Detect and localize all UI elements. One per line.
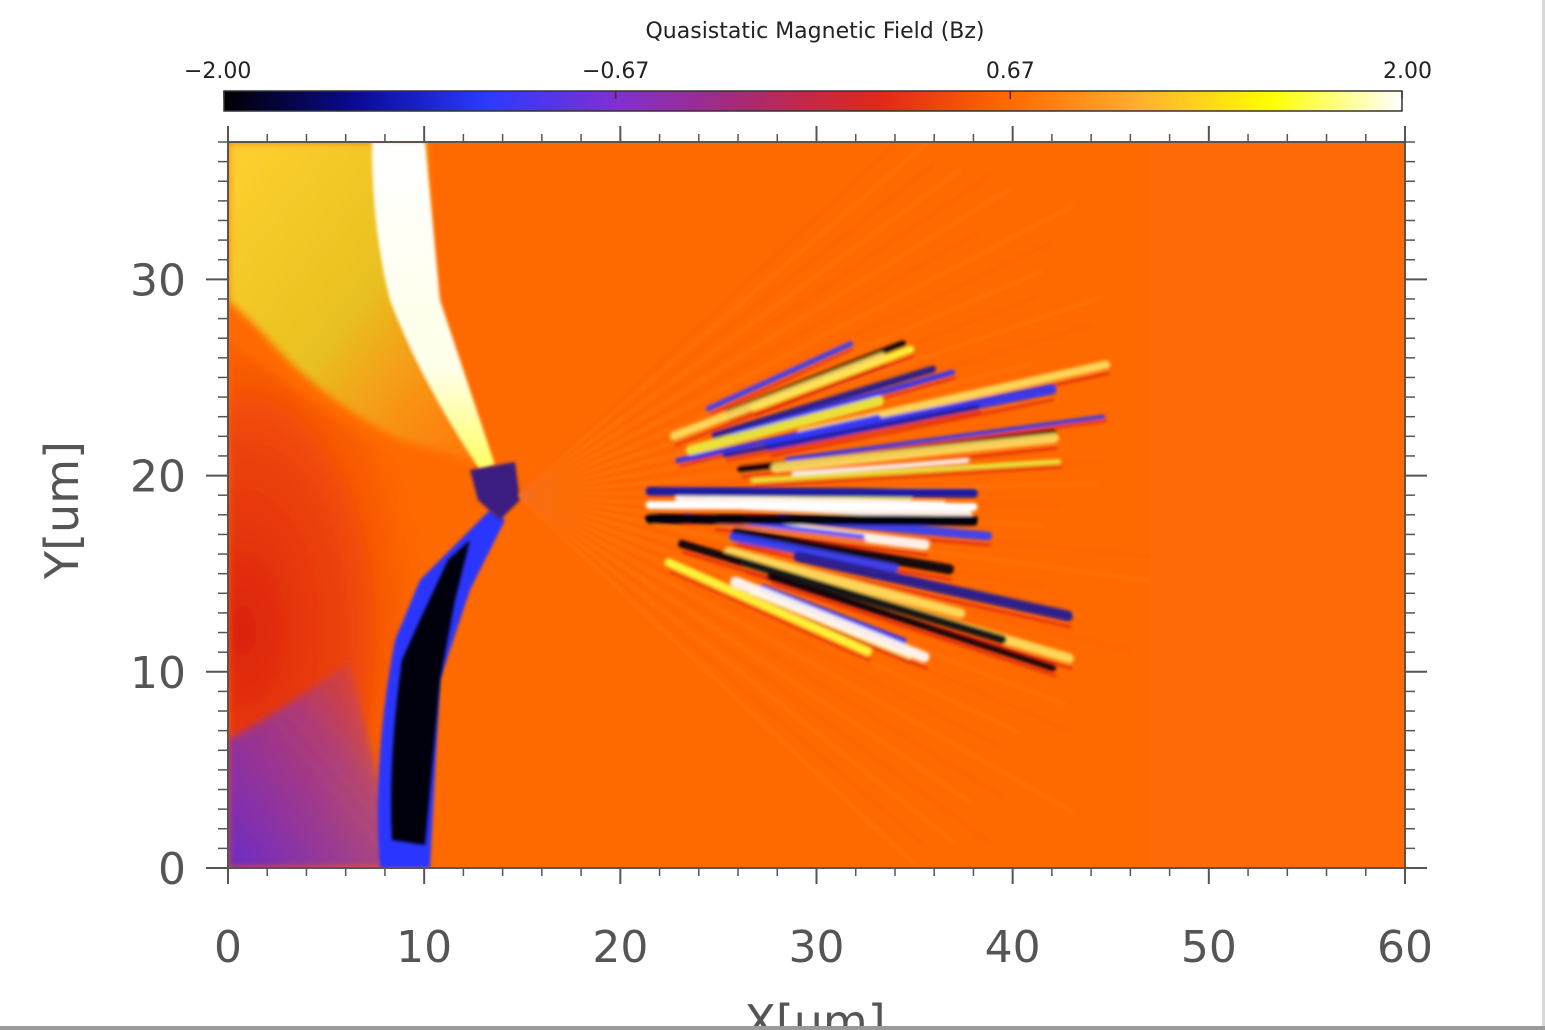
colorbar — [223, 90, 1403, 112]
filament — [669, 352, 887, 441]
filament-edge — [669, 569, 872, 662]
x-axis-label: X[um] — [744, 995, 885, 1030]
radial-ray — [517, 494, 920, 868]
central-jet — [645, 486, 978, 498]
filament — [767, 573, 1057, 672]
radial-ray — [518, 494, 1073, 813]
y-tick-label: 20 — [130, 452, 186, 503]
radial-ray — [518, 494, 1006, 800]
window-right-edge — [1542, 0, 1545, 1030]
filament — [784, 414, 1106, 462]
x-tick-label: 10 — [396, 922, 452, 973]
x-tick-label: 20 — [592, 922, 648, 973]
colorbar-title: Quasistatic Magnetic Field (Bz) — [645, 19, 984, 44]
radial-ray — [517, 494, 927, 848]
radial-ray — [517, 169, 962, 496]
radial-ray — [518, 297, 1100, 496]
filament-edge — [769, 398, 1055, 458]
colorbar-tick-label: −2.00 — [184, 59, 251, 84]
y-tick-label: 10 — [130, 648, 186, 699]
central-jet — [645, 501, 978, 511]
filament — [730, 576, 930, 663]
radial-ray — [517, 494, 991, 843]
filament-edge — [771, 582, 1057, 677]
axis-ticks — [206, 126, 1427, 884]
colorbar-tick-label: −0.67 — [582, 59, 649, 84]
filament-fan — [517, 142, 1150, 868]
radial-ray — [517, 161, 937, 496]
colorbar-tick-labels: −2.00 −0.67 0.67 2.00 — [184, 59, 1432, 84]
filament — [677, 539, 1007, 644]
x-tick-label: 0 — [214, 922, 242, 973]
y-tick-label: 30 — [130, 255, 186, 306]
target-tip — [470, 462, 520, 520]
filament — [791, 458, 970, 477]
x-tick-label: 30 — [789, 922, 845, 973]
radial-ray — [518, 187, 1012, 496]
filament — [750, 459, 1062, 484]
y-tick-labels: 0 10 20 30 — [130, 255, 186, 895]
filament — [711, 365, 937, 439]
far-field-band — [1150, 142, 1405, 868]
colorbar-tick-label: 0.67 — [986, 59, 1035, 84]
purple-corner — [228, 660, 400, 868]
filament — [730, 369, 956, 438]
central-jet — [644, 513, 979, 526]
radial-ray — [517, 494, 957, 845]
filament — [731, 527, 955, 575]
filament-edge — [799, 566, 1072, 629]
upper-sheath — [372, 142, 495, 470]
filament-edge — [709, 348, 854, 416]
colorbar-tick-marks — [223, 91, 1403, 99]
x-tick-label: 40 — [985, 922, 1041, 973]
radial-ray — [517, 142, 929, 496]
radial-ray — [517, 172, 993, 496]
filament-edge — [753, 465, 1063, 488]
x-tick-label: 60 — [1377, 922, 1433, 973]
radial-ray — [518, 241, 1053, 496]
heatmap-field — [228, 142, 1405, 868]
radial-ray — [518, 494, 998, 746]
lower-sheath-black — [391, 540, 470, 845]
colorbar-tick-label: 2.00 — [1383, 59, 1432, 84]
radial-ray — [518, 231, 979, 496]
radial-ray — [517, 494, 973, 804]
radial-ray — [518, 205, 1074, 496]
filament-edge — [674, 363, 886, 446]
y-axis-label: Y[um] — [35, 441, 89, 580]
filament — [705, 341, 854, 412]
y-tick-label: 0 — [158, 844, 186, 895]
window-bottom-edge — [0, 1026, 1545, 1030]
filament-edge — [725, 409, 981, 462]
filament — [728, 532, 899, 573]
x-tick-label: 50 — [1181, 922, 1237, 973]
filament — [686, 396, 884, 456]
filament — [724, 546, 966, 619]
filament — [664, 558, 872, 656]
x-tick-labels: 0 10 20 30 40 50 60 — [214, 922, 1433, 973]
filament — [793, 551, 1074, 622]
filament — [722, 404, 980, 458]
radial-ray — [517, 142, 899, 496]
filament — [770, 432, 1059, 473]
